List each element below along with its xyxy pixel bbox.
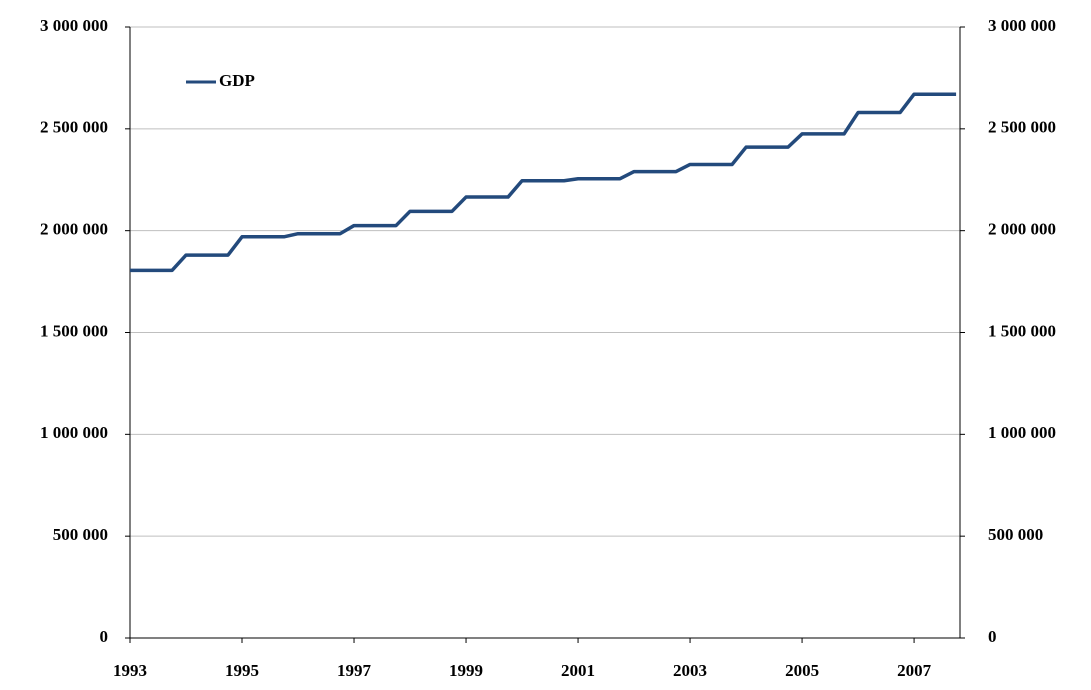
y-tick-label: 2 500 000 (40, 118, 108, 137)
legend-label: GDP (219, 71, 255, 90)
y2-tick-label: 0 (988, 627, 997, 646)
y2-tick-label: 2 500 000 (988, 118, 1056, 137)
y2-tick-label: 1 500 000 (988, 321, 1056, 340)
data-line (130, 92, 957, 273)
x-tick-label: 2007 (897, 661, 932, 680)
x-tick-label: 2001 (561, 661, 595, 680)
x-tick-label: 1997 (337, 661, 372, 680)
x-tick-label: 1995 (225, 661, 259, 680)
y2-tick-label: 3 000 000 (988, 16, 1056, 35)
y-tick-label: 500 000 (53, 525, 108, 544)
y-tick-label: 3 000 000 (40, 16, 108, 35)
y-tick-label: 1 500 000 (40, 321, 108, 340)
y2-tick-label: 2 000 000 (988, 220, 1056, 239)
x-tick-label: 1993 (113, 661, 147, 680)
y-tick-label: 1 000 000 (40, 423, 108, 442)
y-tick-label: 0 (100, 627, 109, 646)
y2-tick-label: 500 000 (988, 525, 1043, 544)
x-tick-label: 1999 (449, 661, 483, 680)
x-tick-label: 2005 (785, 661, 819, 680)
y2-tick-label: 1 000 000 (988, 423, 1056, 442)
y-tick-label: 2 000 000 (40, 220, 108, 239)
x-tick-label: 2003 (673, 661, 707, 680)
